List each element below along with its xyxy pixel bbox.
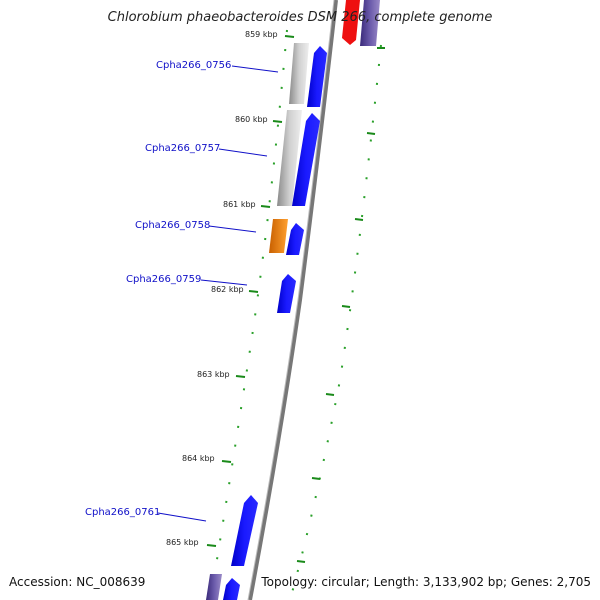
tick-label-863: 863 kbp bbox=[197, 370, 230, 379]
grey-feature-0757[interactable] bbox=[277, 110, 302, 206]
cds-arrow-0756[interactable] bbox=[307, 46, 327, 107]
outer-tick-f bbox=[311, 477, 321, 480]
genome-backbone bbox=[248, 0, 338, 600]
tick-label-860: 860 kbp bbox=[235, 115, 268, 124]
tick-859 bbox=[284, 35, 295, 38]
gene-label-connectors bbox=[157, 65, 279, 522]
cds-arrow-0761[interactable] bbox=[231, 495, 258, 566]
purple-feature-bottom[interactable] bbox=[206, 574, 222, 600]
tick-862 bbox=[248, 290, 259, 293]
gene-label-cpha266-0756[interactable]: Cpha266_0756 bbox=[156, 60, 231, 71]
gene-label-cpha266-0758[interactable]: Cpha266_0758 bbox=[135, 220, 210, 231]
outer-tick-d bbox=[341, 305, 351, 308]
genome-backbone-highlight bbox=[247, 0, 335, 600]
outer-dotted-track bbox=[289, 44, 382, 600]
red-feature[interactable] bbox=[342, 0, 360, 45]
gene-label-cpha266-0757[interactable]: Cpha266_0757 bbox=[145, 143, 220, 154]
tick-marks bbox=[206, 35, 385, 563]
genome-summary-text: Topology: circular; Length: 3,133,902 bp… bbox=[261, 575, 591, 589]
connector-0756 bbox=[231, 65, 279, 73]
outer-tick-c bbox=[354, 218, 364, 221]
purple-feature-top[interactable] bbox=[360, 0, 380, 46]
tick-864 bbox=[221, 460, 232, 463]
cds-arrow-0757[interactable] bbox=[292, 113, 320, 206]
outer-tick-e bbox=[325, 393, 335, 396]
accession-text: Accession: NC_008639 bbox=[9, 575, 146, 589]
tick-label-862: 862 kbp bbox=[211, 285, 244, 294]
gene-label-cpha266-0761[interactable]: Cpha266_0761 bbox=[85, 507, 160, 518]
grey-feature-0756[interactable] bbox=[289, 43, 309, 104]
tick-863 bbox=[235, 375, 246, 378]
tick-861 bbox=[260, 205, 271, 208]
connector-0761 bbox=[157, 512, 207, 522]
inner-dotted-track bbox=[211, 29, 288, 591]
connector-0758 bbox=[208, 225, 257, 233]
tick-label-861: 861 kbp bbox=[223, 200, 256, 209]
tick-label-859: 859 kbp bbox=[245, 30, 278, 39]
gene-label-cpha266-0759[interactable]: Cpha266_0759 bbox=[126, 274, 201, 285]
genome-title: Chlorobium phaeobacteroides DSM 266, com… bbox=[107, 10, 493, 25]
orange-feature-0758[interactable] bbox=[269, 219, 288, 253]
outer-tick-g bbox=[296, 560, 306, 563]
cds-arrow-0759[interactable] bbox=[277, 274, 296, 313]
cds-arrow-bottom[interactable] bbox=[223, 578, 240, 600]
connector-0757 bbox=[218, 148, 268, 157]
cds-arrow-0758[interactable] bbox=[286, 223, 304, 255]
tick-label-865: 865 kbp bbox=[166, 538, 199, 547]
tick-860 bbox=[272, 120, 283, 123]
connector-0759 bbox=[200, 279, 248, 286]
outer-tick-b bbox=[366, 132, 376, 135]
tick-865 bbox=[206, 544, 217, 547]
tick-label-864: 864 kbp bbox=[182, 454, 215, 463]
